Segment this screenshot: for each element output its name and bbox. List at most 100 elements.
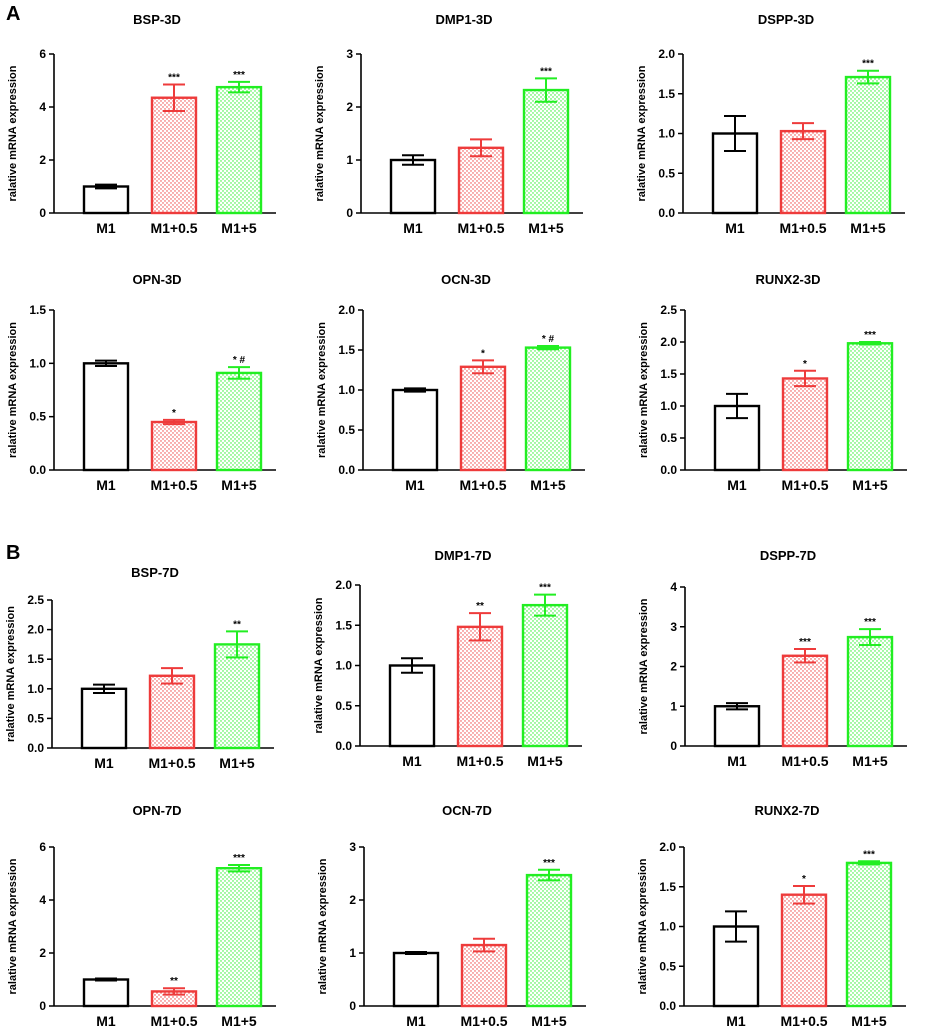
y-tick-label: 4 [39,893,46,907]
y-tick-label: 2.5 [660,303,677,317]
y-tick-label: 1.5 [660,367,677,381]
x-tick-label-m1-0-5: M1+0.5 [460,1013,507,1029]
significance-label: *** [539,583,551,594]
y-tick-label: 1.5 [27,652,44,666]
x-tick-label-m1-5: M1+5 [219,755,255,771]
bar-m1-0-5 [456,625,504,748]
y-tick-label: 0.5 [660,431,677,445]
significance-label: *** [233,70,245,81]
bar-m1 [82,185,130,215]
bar-m1-0-5 [779,129,827,215]
x-tick-label-m1-5: M1+5 [527,753,563,769]
x-tick-label-m1-5: M1+5 [530,477,566,493]
significance-label: * # [233,355,246,366]
y-tick-label: 0.5 [658,166,675,180]
y-tick-label: 1.5 [29,303,46,317]
x-tick-label-m1: M1 [96,477,116,493]
x-tick-label-m1: M1 [96,1013,116,1029]
chart-title: BSP-7D [131,565,179,580]
significance-label: * # [542,334,555,345]
bar-m1 [82,362,130,472]
bar-m1-5 [524,346,572,472]
chart-dspp-7d: DSPP-7D ralative mRNA expression 0 1 2 3 4 M1 M1… [638,548,907,769]
chart-title: OPN-7D [132,803,181,818]
chart-title: DSPP-3D [758,12,814,27]
x-tick-label-m1-5: M1+5 [221,1013,257,1029]
y-axis-label: ralative mRNA expression [637,858,649,994]
y-axis-label: ralative mRNA expression [314,65,326,201]
y-tick-label: 0.5 [27,711,44,725]
x-tick-label-m1-5: M1+5 [852,477,888,493]
y-tick-label: 0 [39,206,46,220]
y-tick-label: 1 [670,699,677,713]
bar-m1-0-5 [459,365,507,472]
chart-bsp-7d: BSP-7D ralative mRNA expression 0.0 0.5 1.0 1… [5,565,274,771]
x-tick-label-m1-0-5: M1+0.5 [781,753,828,769]
significance-label: ** [476,601,484,612]
y-tick-label: 2.5 [27,593,44,607]
x-tick-label-m1-0-5: M1+0.5 [779,220,826,236]
significance-label: ** [233,619,241,630]
x-tick-label-m1-5: M1+5 [531,1013,567,1029]
bar-m1-5 [846,635,894,748]
bar-m1-0-5 [148,674,196,750]
significance-label: ** [170,976,178,987]
y-tick-label: 1.5 [659,880,676,894]
y-axis-label: ralative mRNA expression [7,858,19,994]
chart-bsp-3d: BSP-3D ralative mRNA expression 0 2 4 6 M1 M1+0… [7,12,276,236]
y-tick-label: 0 [346,206,353,220]
y-tick-label: 1.0 [658,127,675,141]
bar-m1-5 [215,371,263,472]
chart-title: BSP-3D [133,12,181,27]
x-tick-label-m1: M1 [725,220,745,236]
chart-title: DSPP-7D [760,548,816,563]
y-tick-label: 3 [349,840,356,854]
y-tick-label: 2.0 [658,47,675,61]
x-tick-label-m1: M1 [96,220,116,236]
x-tick-label-m1-0-5: M1+0.5 [781,477,828,493]
y-tick-label: 0.5 [29,410,46,424]
y-tick-label: 1 [346,153,353,167]
y-axis-label: ralative mRNA expression [5,606,17,742]
y-tick-label: 2 [39,153,46,167]
significance-label: *** [168,72,180,83]
bar-m1 [388,664,436,748]
y-tick-label: 4 [39,100,46,114]
y-tick-label: 1.5 [335,618,352,632]
y-tick-label: 0.5 [338,423,355,437]
y-axis-label: ralative mRNA expression [638,598,650,734]
significance-label: *** [864,330,876,341]
x-tick-label-m1-5: M1+5 [221,220,257,236]
y-tick-label: 2.0 [660,335,677,349]
y-tick-label: 1.0 [335,659,352,673]
significance-label: * [803,359,807,370]
y-tick-label: 1.0 [660,399,677,413]
x-tick-label-m1-0-5: M1+0.5 [459,477,506,493]
y-tick-label: 1.0 [659,920,676,934]
y-tick-label: 3 [670,620,677,634]
chart-dmp1-3d: DMP1-3D ralative mRNA expression 0 1 2 3 M1 M1+… [314,12,583,236]
bar-m1-5 [845,861,893,1008]
y-tick-label: 2.0 [335,578,352,592]
y-tick-label: 2.0 [27,623,44,637]
y-tick-label: 1.0 [27,682,44,696]
bar-m1-0-5 [780,893,828,1008]
bar-m1-0-5 [457,146,505,215]
x-tick-label-m1: M1 [403,220,423,236]
x-tick-label-m1-0-5: M1+0.5 [457,220,504,236]
significance-label: *** [863,849,875,860]
x-tick-label-m1: M1 [94,755,114,771]
y-tick-label: 0.0 [658,206,675,220]
chart-title: RUNX2-3D [755,272,820,287]
bar-m1 [391,388,439,472]
chart-title: DMP1-7D [434,548,491,563]
significance-label: *** [862,59,874,70]
bar-m1-5 [215,867,263,1008]
x-tick-label-m1-0-5: M1+0.5 [148,755,195,771]
y-axis-label: ralative mRNA expression [316,322,328,458]
x-tick-label-m1-5: M1+5 [852,753,888,769]
significance-label: *** [233,853,245,864]
chart-ocn-7d: OCN-7D ralative mRNA expression 0 1 2 3 M1 M1+0… [317,803,586,1029]
y-tick-label: 1.0 [29,356,46,370]
y-tick-label: 3 [346,47,353,61]
